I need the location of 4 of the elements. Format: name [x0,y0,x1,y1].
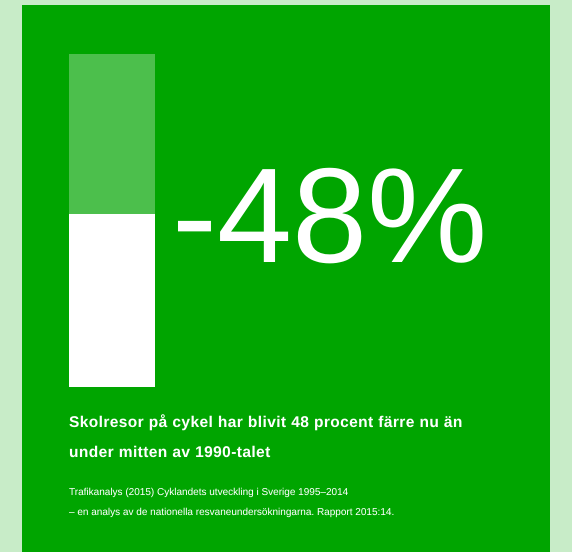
text: -48% [172,140,488,291]
text: Trafikanalys (2015) Cyklandets utveckling i Sverige 1995–2014 [69,487,349,498]
text: Skolresor på cykel har blivit 48 procent färre nu än under mitten av 1990-talet [69,414,463,461]
text: – en analys av de nationella resvaneundersökningarna. Rapport 2015:14. [69,507,394,518]
